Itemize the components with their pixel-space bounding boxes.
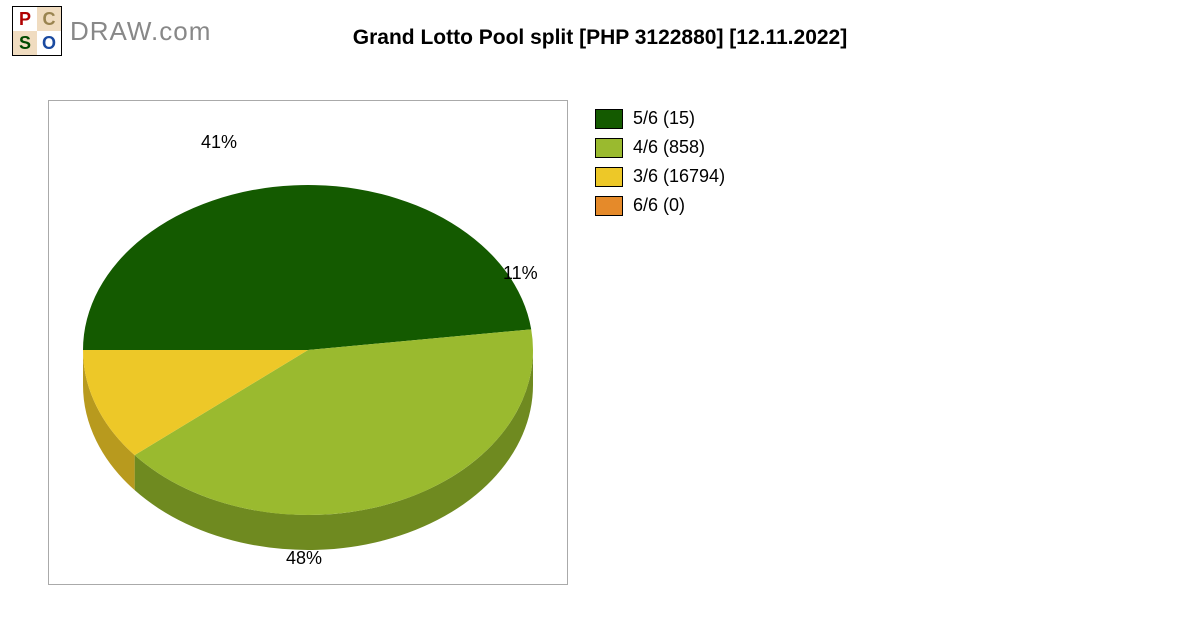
slice-label-5-6: 48% — [286, 548, 322, 569]
page-root: { "logo": { "letters": ["P", "C", "S", "… — [0, 0, 1200, 630]
legend-item-5-6: 5/6 (15) — [595, 108, 725, 129]
legend: 5/6 (15) 4/6 (858) 3/6 (16794) 6/6 (0) — [595, 108, 725, 224]
legend-item-3-6: 3/6 (16794) — [595, 166, 725, 187]
chart-title: Grand Lotto Pool split [PHP 3122880] [12… — [0, 26, 1200, 50]
pie-svg — [48, 100, 568, 585]
legend-label-3-6: 3/6 (16794) — [633, 166, 725, 187]
legend-item-6-6: 6/6 (0) — [595, 195, 725, 216]
legend-item-4-6: 4/6 (858) — [595, 137, 725, 158]
legend-swatch-5-6 — [595, 109, 623, 129]
legend-label-4-6: 4/6 (858) — [633, 137, 705, 158]
legend-swatch-3-6 — [595, 167, 623, 187]
legend-label-6-6: 6/6 (0) — [633, 195, 685, 216]
legend-swatch-4-6 — [595, 138, 623, 158]
legend-swatch-6-6 — [595, 196, 623, 216]
legend-label-5-6: 5/6 (15) — [633, 108, 695, 129]
pie-chart: 48% 41% 11% — [48, 100, 568, 585]
slice-label-4-6: 41% — [201, 132, 237, 153]
slice-label-3-6: 11% — [503, 263, 538, 284]
